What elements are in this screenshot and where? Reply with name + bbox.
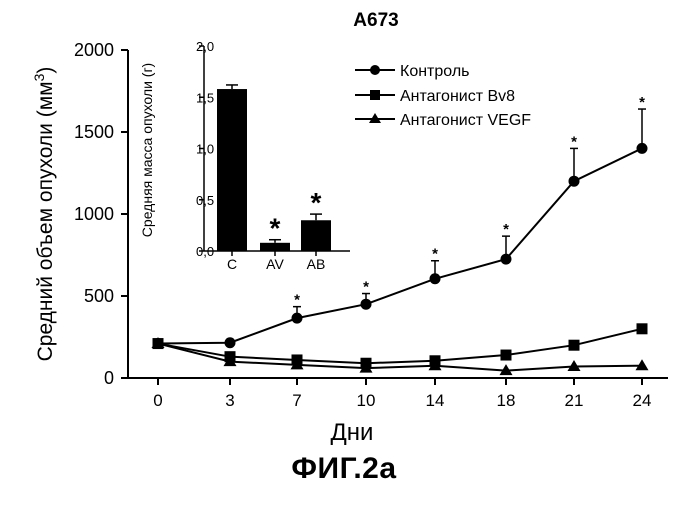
main-plot-area: 0 500 1000 1500 2000 0 3 7 10 14 18 21 24 Дни Средний …	[31, 10, 668, 446]
inset-y-tick-label: 1,0	[196, 142, 214, 157]
y-tick-label: 2000	[74, 40, 114, 60]
series-bv8-antagonist-point	[225, 351, 236, 362]
chart-title: A673	[353, 10, 398, 31]
series-bv8-antagonist-point	[637, 323, 648, 334]
x-tick-label: 3	[225, 391, 234, 410]
series-bv8-antagonist-point	[569, 340, 580, 351]
series-control-point	[225, 337, 236, 348]
figure-caption: ФИГ.2a	[0, 452, 688, 486]
inset-significance-mark: *	[270, 213, 281, 244]
y-tick-label: 500	[84, 286, 114, 306]
inset-y-tick-label: 1,5	[196, 90, 214, 105]
significance-mark: *	[294, 292, 300, 309]
x-tick-label: 7	[292, 391, 301, 410]
y-tick-label: 1500	[74, 122, 114, 142]
series-control-point	[569, 176, 580, 187]
series-bv8-antagonist-point	[501, 350, 512, 361]
x-tick-label: 21	[565, 391, 584, 410]
inset-bar	[260, 243, 290, 251]
legend-marker	[370, 65, 380, 75]
series-control-point	[292, 313, 303, 324]
inset-y-tick-label: 0,0	[196, 244, 214, 259]
legend-label: Антагонист VEGF	[400, 112, 531, 129]
inset-bar	[301, 220, 331, 251]
series-bv8-antagonist-point	[430, 355, 441, 366]
significance-mark: *	[639, 94, 645, 111]
legend-label: Контроль	[400, 63, 470, 80]
series-control-point	[153, 338, 164, 349]
legend-marker	[370, 90, 380, 100]
legend-label: Антагонист Bv8	[400, 88, 515, 105]
inset-x-tick-label: AB	[307, 256, 326, 272]
x-axis-title: Дни	[331, 419, 374, 446]
significance-mark: *	[503, 221, 509, 238]
inset-x-tick-label: AV	[266, 256, 284, 272]
series-bv8-antagonist-point	[361, 358, 372, 369]
x-tick-label: 18	[497, 391, 516, 410]
inset-y-tick-label: 0,5	[196, 193, 214, 208]
y-tick-label: 1000	[74, 204, 114, 224]
inset-y-tick-label: 2,0	[196, 39, 214, 54]
inset-bar	[217, 89, 247, 251]
series-control-point	[430, 273, 441, 284]
x-tick-label: 14	[426, 391, 445, 410]
significance-mark: *	[571, 133, 577, 150]
series-control-point	[637, 143, 648, 154]
series-control-point	[361, 299, 372, 310]
series-bv8-antagonist-point	[292, 354, 303, 365]
inset-significance-mark: *	[311, 187, 322, 218]
inset-x-tick-label: C	[227, 256, 237, 272]
series-vegf-antagonist-point	[636, 359, 649, 370]
y-axis-title: Средний объем опухоли (мм3)	[31, 67, 57, 362]
legend: Контроль Антагонист Bv8 Антагонист VEGF	[355, 63, 531, 129]
x-tick-label: 24	[633, 391, 652, 410]
significance-mark: *	[363, 279, 369, 296]
inset-bar-chart: 0,0 0,5 1,0 1,5 2,0 Средняя масса опухоли (г)…	[139, 39, 350, 272]
y-tick-label: 0	[104, 368, 114, 388]
x-tick-label: 0	[153, 391, 162, 410]
series-control-point	[501, 254, 512, 265]
inset-y-axis-title: Средняя масса опухоли (г)	[139, 63, 155, 237]
x-tick-label: 10	[357, 391, 376, 410]
significance-mark: *	[432, 246, 438, 263]
